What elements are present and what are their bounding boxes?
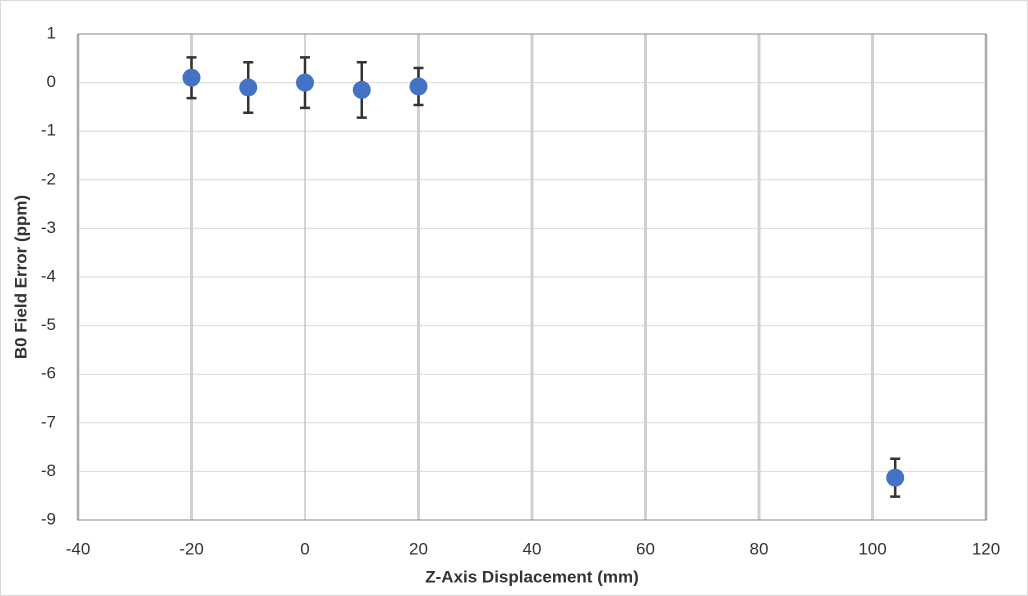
y-tick-label: -4 xyxy=(41,266,56,285)
x-tick-label: 120 xyxy=(972,539,1000,558)
y-tick-label: -8 xyxy=(41,461,56,480)
x-axis-label: Z-Axis Displacement (mm) xyxy=(425,567,639,586)
y-axis-label: B0 Field Error (ppm) xyxy=(11,195,30,359)
y-tick-label: -5 xyxy=(41,315,56,334)
data-point xyxy=(296,73,314,92)
y-tick-label: 0 xyxy=(47,72,56,91)
y-tick-label: -6 xyxy=(41,364,56,383)
x-tick-label: 40 xyxy=(523,539,542,558)
data-point xyxy=(352,80,371,99)
plot-frame xyxy=(77,33,987,521)
x-tick-label: -40 xyxy=(66,539,91,558)
x-tick-label: 80 xyxy=(750,539,769,558)
x-tick-label: 60 xyxy=(636,539,655,558)
data-point xyxy=(239,78,258,97)
y-tick-label: -3 xyxy=(41,218,56,237)
data-point xyxy=(182,68,201,87)
y-tick-label: 1 xyxy=(47,23,56,42)
y-tick-label: -2 xyxy=(41,169,56,188)
data-point xyxy=(886,468,905,487)
y-tick-label: -1 xyxy=(41,121,56,140)
x-tick-label: 100 xyxy=(858,539,886,558)
x-tick-label: 0 xyxy=(300,539,309,558)
y-tick-label: -9 xyxy=(41,509,56,528)
data-point xyxy=(409,77,428,96)
x-tick-label: -20 xyxy=(179,539,204,558)
x-tick-label: 20 xyxy=(409,539,428,558)
y-tick-label: -7 xyxy=(41,412,56,431)
